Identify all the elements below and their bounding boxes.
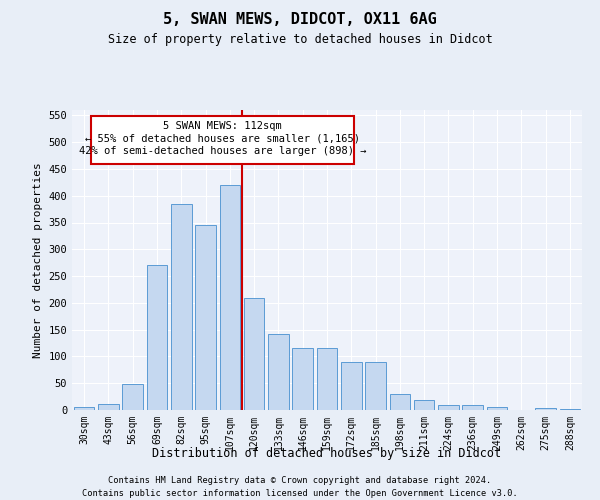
Bar — [220, 185, 240, 410]
Bar — [195, 225, 216, 410]
Bar — [122, 384, 143, 410]
Text: Size of property relative to detached houses in Didcot: Size of property relative to detached ho… — [107, 32, 493, 46]
Bar — [292, 348, 313, 410]
Bar — [365, 362, 386, 410]
Bar — [560, 409, 580, 410]
Text: Contains public sector information licensed under the Open Government Licence v3: Contains public sector information licen… — [82, 489, 518, 498]
Bar — [438, 404, 459, 410]
Bar — [146, 266, 167, 410]
Bar — [268, 334, 289, 410]
Bar — [535, 408, 556, 410]
Bar — [98, 404, 119, 410]
Bar — [317, 348, 337, 410]
Bar — [341, 362, 362, 410]
Bar — [244, 298, 265, 410]
Bar — [389, 394, 410, 410]
Bar — [171, 204, 191, 410]
Text: 5 SWAN MEWS: 112sqm: 5 SWAN MEWS: 112sqm — [163, 120, 282, 130]
Text: 42% of semi-detached houses are larger (898) →: 42% of semi-detached houses are larger (… — [79, 146, 367, 156]
Text: Distribution of detached houses by size in Didcot: Distribution of detached houses by size … — [152, 448, 502, 460]
Y-axis label: Number of detached properties: Number of detached properties — [33, 162, 43, 358]
Bar — [463, 404, 483, 410]
Text: Contains HM Land Registry data © Crown copyright and database right 2024.: Contains HM Land Registry data © Crown c… — [109, 476, 491, 485]
Bar — [487, 408, 508, 410]
Text: ← 55% of detached houses are smaller (1,165): ← 55% of detached houses are smaller (1,… — [85, 134, 360, 143]
Text: 5, SWAN MEWS, DIDCOT, OX11 6AG: 5, SWAN MEWS, DIDCOT, OX11 6AG — [163, 12, 437, 28]
Bar — [414, 400, 434, 410]
FancyBboxPatch shape — [91, 116, 354, 164]
Bar — [74, 408, 94, 410]
